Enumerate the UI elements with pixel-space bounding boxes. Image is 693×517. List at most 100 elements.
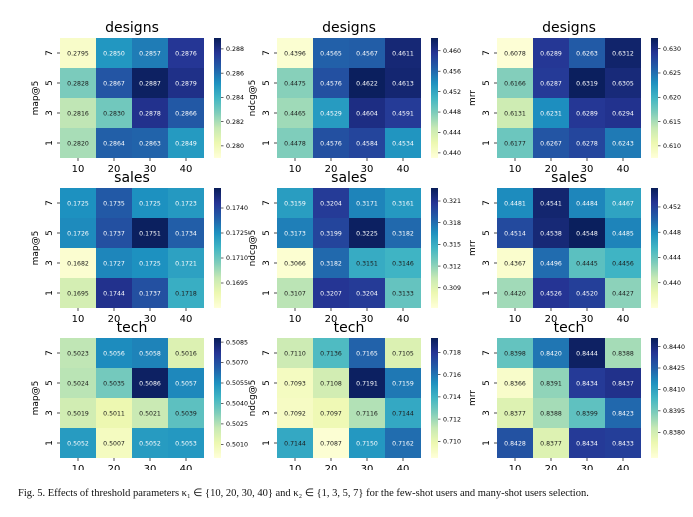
heatmap-cell bbox=[497, 38, 533, 68]
cell-value-label: 0.7191 bbox=[356, 380, 378, 387]
cell-value-label: 0.1737 bbox=[139, 290, 161, 297]
heatmap-cell bbox=[168, 368, 204, 398]
cell-value-label: 0.4514 bbox=[504, 230, 526, 237]
y-tick-label: 7 bbox=[45, 350, 55, 356]
colorbar-tick-label: 0.1695 bbox=[226, 280, 248, 287]
heatmap-cell bbox=[313, 278, 349, 308]
cell-value-label: 0.6231 bbox=[540, 110, 562, 117]
y-axis-label: ndcg@5 bbox=[248, 230, 258, 267]
cell-value-label: 0.8398 bbox=[504, 350, 526, 357]
cell-value-label: 0.2879 bbox=[175, 80, 197, 87]
y-tick-label: 5 bbox=[482, 230, 492, 236]
cell-value-label: 0.1723 bbox=[175, 200, 197, 207]
colorbar-tick-label: 0.448 bbox=[663, 229, 681, 236]
cell-value-label: 0.6289 bbox=[540, 50, 562, 57]
colorbar-tick-label: 0.460 bbox=[443, 48, 461, 55]
x-tick-label: 40 bbox=[397, 464, 410, 470]
heatmap-cell bbox=[168, 338, 204, 368]
x-tick-label: 10 bbox=[72, 314, 85, 325]
heatmap-cell bbox=[605, 98, 641, 128]
y-tick-label: 7 bbox=[482, 200, 492, 206]
cell-value-label: 0.5056 bbox=[103, 350, 125, 357]
y-tick-label: 3 bbox=[45, 410, 55, 416]
heatmap-cell bbox=[569, 398, 605, 428]
heatmap-cell bbox=[168, 278, 204, 308]
colorbar-tick-label: 0.456 bbox=[443, 68, 461, 75]
colorbar-tick-label: 0.321 bbox=[443, 198, 461, 205]
cell-value-label: 0.8388 bbox=[540, 410, 562, 417]
heatmap-tech-mrr: tech 0.8398 0.8420 0.8444 0.8388 0.8366 0.8391… bbox=[468, 320, 685, 470]
heatmap-cell bbox=[533, 278, 569, 308]
heatmap-cell bbox=[60, 248, 96, 278]
cell-value-label: 0.1695 bbox=[67, 290, 89, 297]
x-tick-label: 20 bbox=[325, 164, 338, 175]
heatmap-cell bbox=[569, 188, 605, 218]
cell-value-label: 0.4604 bbox=[356, 110, 378, 117]
y-tick-label: 5 bbox=[45, 230, 55, 236]
x-tick-label: 30 bbox=[144, 164, 157, 175]
heatmap-title: sales bbox=[331, 170, 367, 186]
heatmap-cell bbox=[605, 368, 641, 398]
y-tick-label: 5 bbox=[45, 380, 55, 386]
heatmap-cell bbox=[533, 128, 569, 158]
colorbar-tick-label: 0.610 bbox=[663, 143, 681, 150]
y-axis-label: mrr bbox=[468, 390, 478, 406]
cell-value-label: 0.7165 bbox=[356, 350, 378, 357]
colorbar-tick-label: 0.718 bbox=[443, 350, 461, 357]
cell-value-label: 0.1737 bbox=[103, 230, 125, 237]
heatmap-cell bbox=[533, 248, 569, 278]
cell-value-label: 0.8423 bbox=[612, 410, 634, 417]
colorbar-tick-label: 0.5025 bbox=[226, 421, 248, 428]
colorbar-tick-label: 0.284 bbox=[226, 95, 244, 102]
heatmap-cell bbox=[349, 368, 385, 398]
y-tick-label: 1 bbox=[262, 440, 272, 446]
cell-value-label: 0.1682 bbox=[67, 260, 89, 267]
cell-value-label: 0.5086 bbox=[139, 380, 161, 387]
cell-value-label: 0.8434 bbox=[576, 440, 598, 447]
heatmap-cell bbox=[60, 128, 96, 158]
heatmap-cell bbox=[96, 188, 132, 218]
y-tick-label: 1 bbox=[262, 140, 272, 146]
heatmap-cell bbox=[533, 68, 569, 98]
heatmap-cell bbox=[497, 188, 533, 218]
heatmap-cell bbox=[60, 368, 96, 398]
heatmap-cell bbox=[60, 338, 96, 368]
cell-value-label: 0.1725 bbox=[139, 260, 161, 267]
colorbar bbox=[651, 338, 658, 458]
colorbar-tick-label: 0.625 bbox=[663, 70, 681, 77]
heatmap-cell bbox=[349, 218, 385, 248]
cell-value-label: 0.8437 bbox=[612, 380, 634, 387]
heatmap-title: sales bbox=[114, 170, 150, 186]
y-tick-label: 5 bbox=[262, 80, 272, 86]
x-tick-label: 20 bbox=[108, 314, 121, 325]
heatmap-cell bbox=[132, 428, 168, 458]
heatmap-cell bbox=[497, 428, 533, 458]
heatmap-grid: designs 0.2795 0.2850 0.2857 0.2876 0.2828 0.2… bbox=[31, 20, 685, 470]
y-tick-label: 1 bbox=[45, 140, 55, 146]
cell-value-label: 0.4481 bbox=[504, 200, 526, 207]
y-tick-label: 1 bbox=[45, 440, 55, 446]
heatmap-cell bbox=[96, 338, 132, 368]
heatmap-cell bbox=[385, 218, 421, 248]
cell-value-label: 0.1721 bbox=[175, 260, 197, 267]
heatmap-cell bbox=[349, 248, 385, 278]
colorbar-tick-label: 0.710 bbox=[443, 439, 461, 446]
y-tick-label: 5 bbox=[482, 380, 492, 386]
heatmap-cell bbox=[349, 338, 385, 368]
cell-value-label: 0.4485 bbox=[612, 230, 634, 237]
heatmap-title: designs bbox=[322, 20, 376, 36]
cell-value-label: 0.1726 bbox=[67, 230, 89, 237]
cell-value-label: 0.5011 bbox=[103, 410, 125, 417]
colorbar-tick-label: 0.5040 bbox=[226, 401, 248, 408]
y-tick-label: 1 bbox=[45, 290, 55, 296]
heatmap-cell bbox=[385, 278, 421, 308]
heatmap-cell bbox=[313, 428, 349, 458]
heatmap-cell bbox=[132, 188, 168, 218]
colorbar-tick-label: 0.312 bbox=[443, 263, 461, 270]
heatmap-cell bbox=[533, 98, 569, 128]
heatmap-cell bbox=[168, 248, 204, 278]
cell-value-label: 0.3199 bbox=[320, 230, 342, 237]
cell-value-label: 0.7087 bbox=[320, 440, 342, 447]
heatmap-cell bbox=[132, 248, 168, 278]
heatmap-cell bbox=[385, 128, 421, 158]
